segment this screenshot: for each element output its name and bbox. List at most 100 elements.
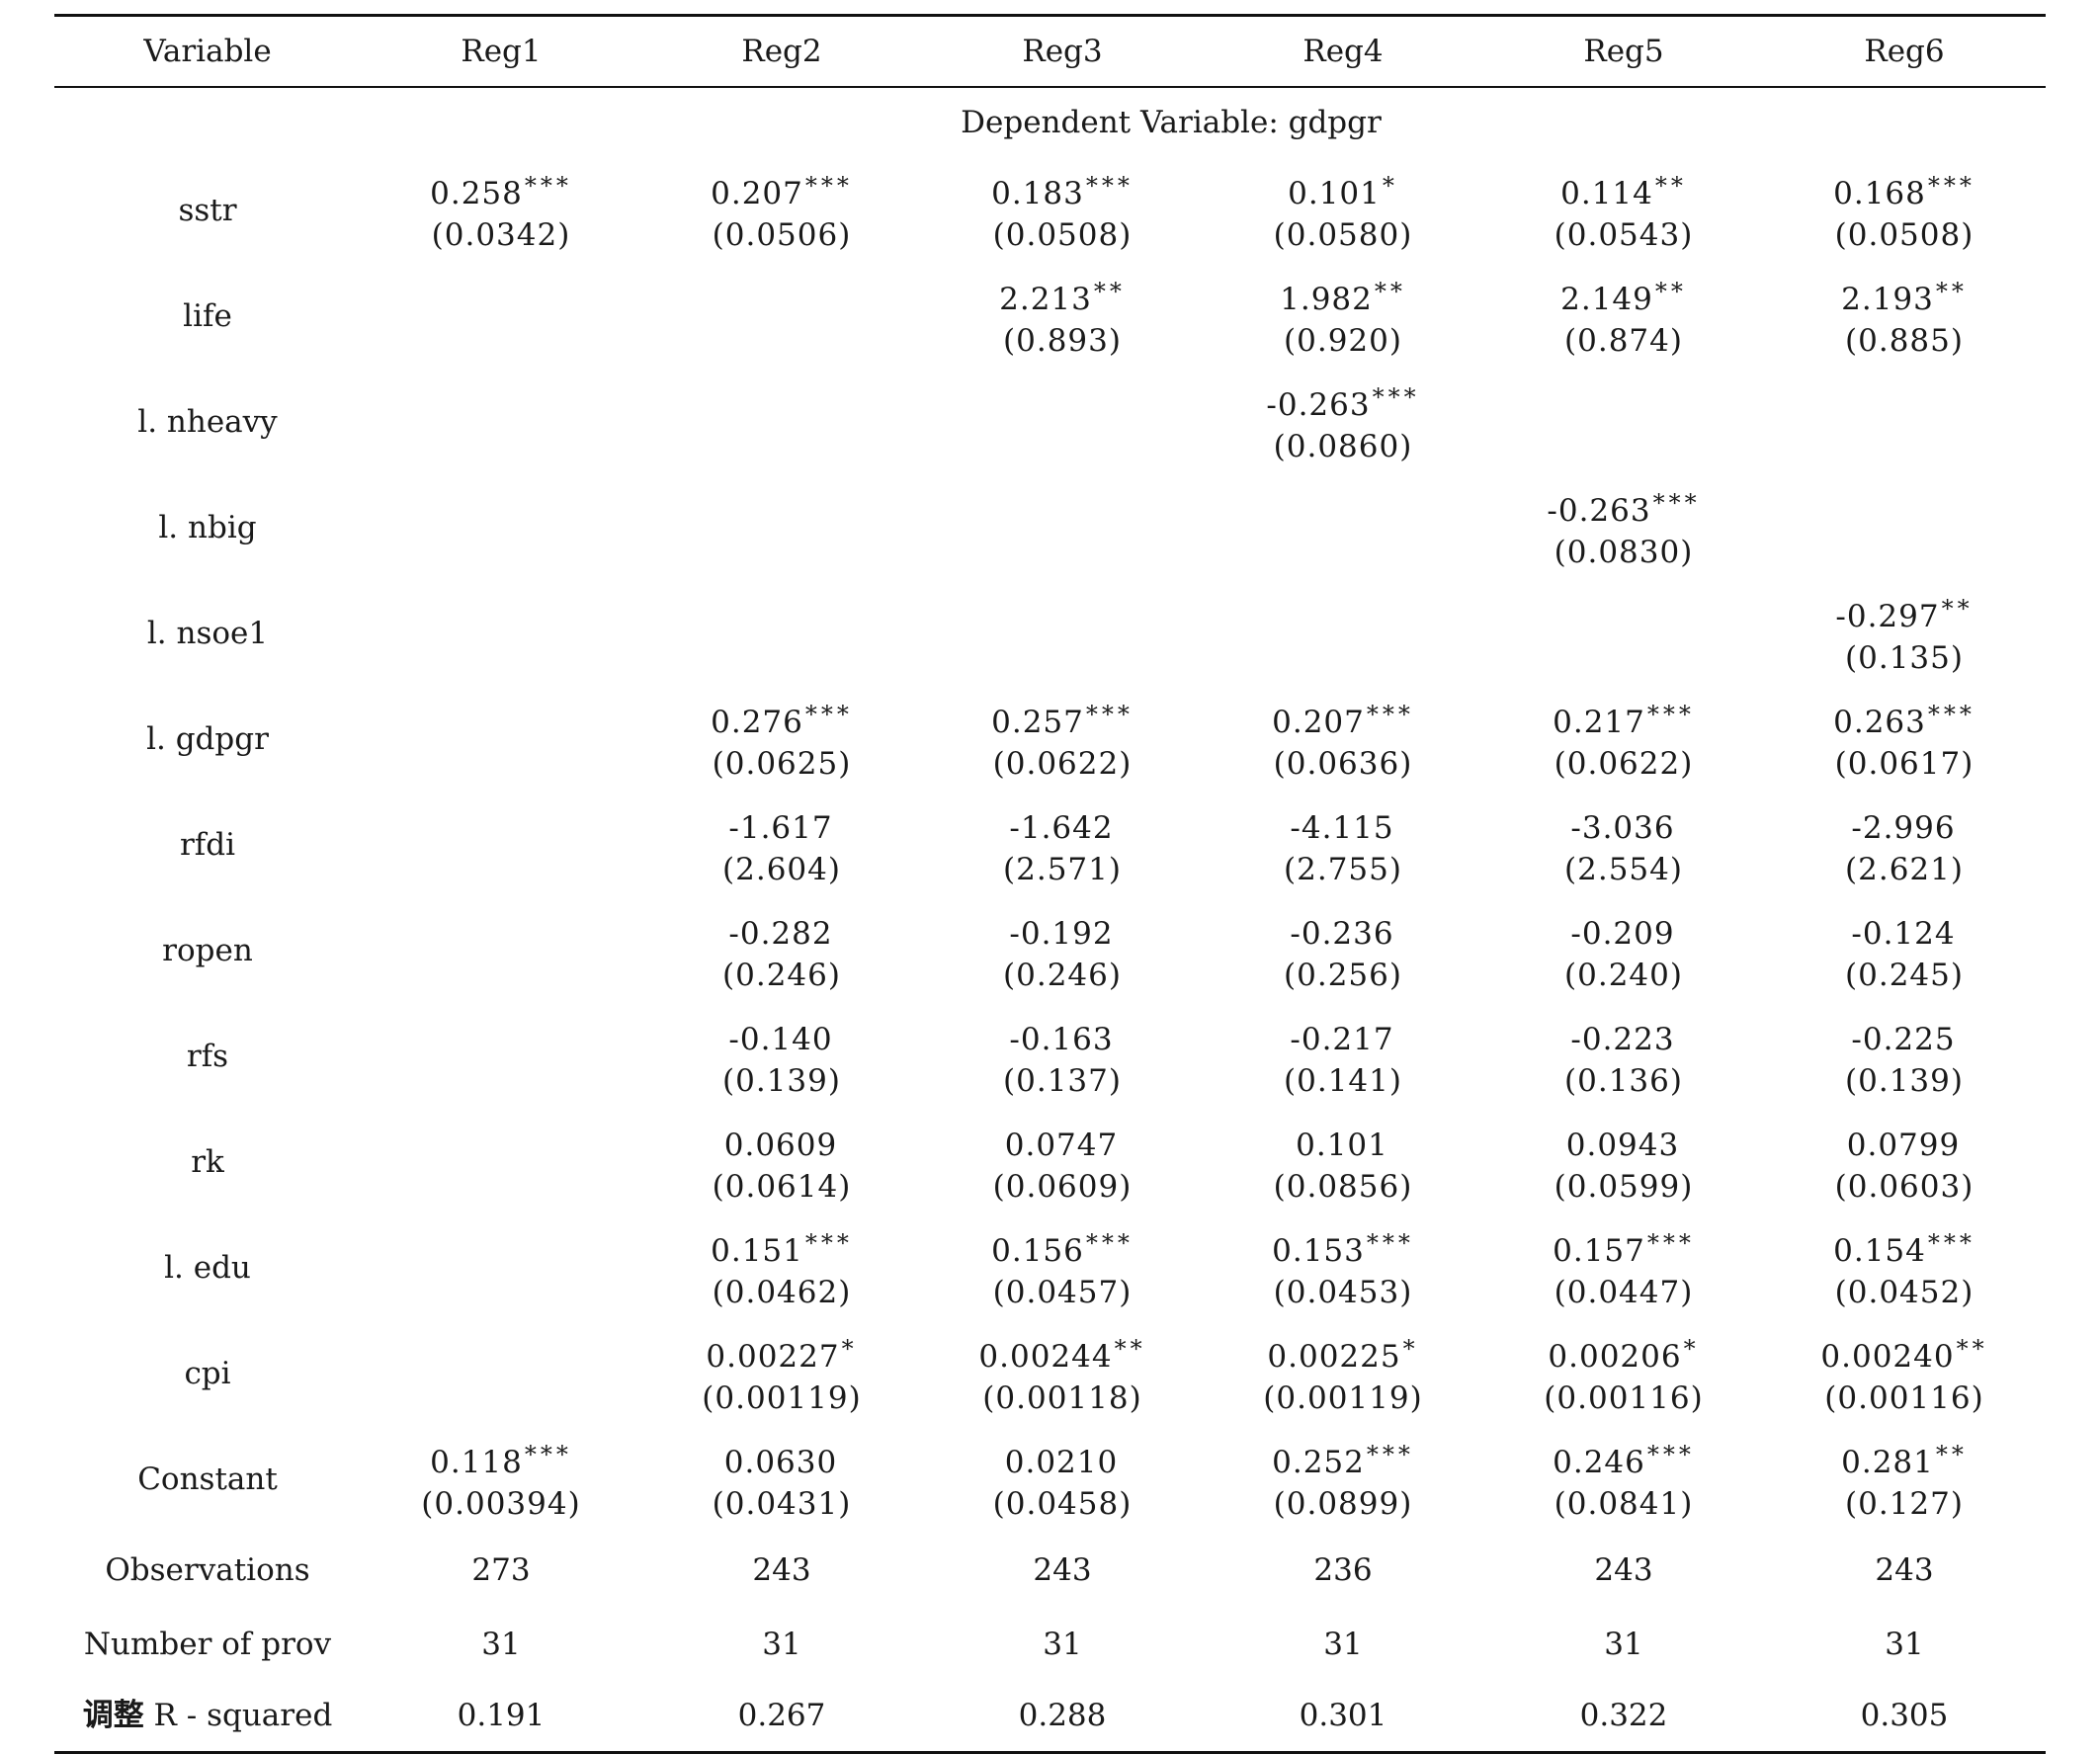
coefficient-value: -0.282 xyxy=(728,915,833,952)
stat-value: 0.322 xyxy=(1579,1698,1668,1733)
standard-error: (0.0609) xyxy=(992,1168,1133,1205)
coefficient-value: -0.209 xyxy=(1570,915,1675,952)
coefficient: 0.114** xyxy=(1483,165,1764,214)
coefficient xyxy=(641,397,922,447)
table-cell: -0.217 (0.141) xyxy=(1203,1011,1483,1102)
significance-stars: *** xyxy=(1646,700,1695,728)
coefficient xyxy=(361,609,641,658)
coefficient-value: 0.0943 xyxy=(1565,1127,1680,1163)
standard-error: (0.893) xyxy=(1003,322,1122,359)
stat-value: 31 xyxy=(1885,1627,1924,1662)
coefficient-value: -1.642 xyxy=(1009,809,1114,846)
row-label: rfs xyxy=(186,1038,229,1074)
table-cell: -2.996 (2.621) xyxy=(1764,799,2045,890)
table-cell: 0.281** (0.127) xyxy=(1764,1434,2045,1525)
row-label: life xyxy=(183,297,232,334)
row-label: cpi xyxy=(184,1355,231,1391)
table-cell: 0.00244** (0.00118) xyxy=(922,1328,1203,1419)
coefficient xyxy=(922,503,1203,552)
significance-stars: *** xyxy=(1366,700,1414,728)
standard-error: (0.0599) xyxy=(1554,1168,1694,1205)
table-cell: 0.217*** (0.0622) xyxy=(1483,694,1764,785)
coefficient: 0.0799 xyxy=(1764,1117,2045,1166)
coefficient: -1.617 xyxy=(641,799,922,849)
regression-table: Variable Reg1 Reg2 Reg3 Reg4 Reg5 Reg6 D… xyxy=(54,14,2046,1754)
standard-error: (0.136) xyxy=(1564,1062,1683,1099)
table-row-l-nsoe1: l. nsoe1 -0.297** (0.135) xyxy=(54,580,2046,686)
standard-error: (0.240) xyxy=(1564,957,1683,993)
table-cell: 0.0630 (0.0431) xyxy=(641,1434,922,1525)
table-cell xyxy=(1483,397,1764,447)
coefficient xyxy=(361,292,641,341)
table-cell: 0.207*** (0.0506) xyxy=(641,165,922,256)
table-cell: -0.192 (0.246) xyxy=(922,905,1203,996)
stat-label: Number of prov xyxy=(54,1624,361,1665)
coefficient: -0.223 xyxy=(1483,1011,1764,1060)
table-cell: -0.163 (0.137) xyxy=(922,1011,1203,1102)
coefficient-value: -0.263 xyxy=(1266,386,1371,423)
coefficient-value: 0.0747 xyxy=(1004,1127,1119,1163)
coefficient-value: 0.217 xyxy=(1553,704,1645,740)
standard-error: (0.0508) xyxy=(1834,216,1974,253)
coefficient: -0.140 xyxy=(641,1011,922,1060)
significance-stars: *** xyxy=(524,1440,572,1468)
coefficient-value: -0.297 xyxy=(1835,598,1940,634)
table-cell: -0.124 (0.245) xyxy=(1764,905,2045,996)
table-row-ropen: ropen -0.282 (0.246) -0.192 (0.246) -0.236 (0.… xyxy=(54,897,2046,1003)
significance-stars: *** xyxy=(1372,382,1420,411)
table-row-cpi: cpi 0.00227* (0.00119) 0.00244** (0.00118) 0.… xyxy=(54,1320,2046,1426)
coefficient: 0.281** xyxy=(1764,1434,2045,1483)
table-cell: 2.149** (0.874) xyxy=(1483,271,1764,362)
standard-error: (0.135) xyxy=(1845,639,1964,676)
standard-error: (0.137) xyxy=(1003,1062,1122,1099)
stat-value: 0.267 xyxy=(737,1698,826,1733)
standard-error: (0.0899) xyxy=(1273,1485,1413,1522)
coefficient-value: 0.00240 xyxy=(1820,1338,1955,1375)
standard-error: (0.0447) xyxy=(1554,1274,1694,1310)
table-row-sstr: sstr 0.258*** (0.0342) 0.207*** (0.0506) 0.18… xyxy=(54,157,2046,263)
stat-value: 31 xyxy=(481,1627,521,1662)
stat-value: 243 xyxy=(752,1552,811,1588)
coefficient: 0.118*** xyxy=(361,1434,641,1483)
coefficient: 0.00206* xyxy=(1483,1328,1764,1378)
table-cell xyxy=(641,292,922,341)
coefficient xyxy=(1764,397,2045,447)
coefficient-value: 0.276 xyxy=(711,704,803,740)
coefficient-value: -0.140 xyxy=(728,1021,833,1057)
standard-error: (2.571) xyxy=(1003,851,1122,887)
coefficient: -0.282 xyxy=(641,905,922,955)
significance-stars: *** xyxy=(1366,1440,1414,1468)
table-cell xyxy=(1483,609,1764,658)
coefficient: -0.209 xyxy=(1483,905,1764,955)
table-cell xyxy=(361,1349,641,1398)
significance-stars: *** xyxy=(1085,700,1134,728)
table-cell xyxy=(361,292,641,341)
table-cell xyxy=(1764,397,2045,447)
coefficient xyxy=(361,1137,641,1187)
top-rule xyxy=(54,14,2046,17)
significance-stars: ** xyxy=(1935,277,1968,305)
significance-stars: * xyxy=(841,1334,858,1363)
coefficient: -0.297** xyxy=(1764,588,2045,637)
standard-error: (0.0342) xyxy=(431,216,571,253)
coefficient: -0.263*** xyxy=(1203,376,1483,426)
standard-error: (2.755) xyxy=(1284,851,1402,887)
coefficient: -0.192 xyxy=(922,905,1203,955)
coefficient: 0.00240** xyxy=(1764,1328,2045,1378)
coefficient-value: 0.207 xyxy=(711,175,803,211)
coefficient-value: 0.154 xyxy=(1833,1232,1926,1269)
table-row-rk: rk 0.0609 (0.0614) 0.0747 (0.0609) 0.101 (0.08… xyxy=(54,1109,2046,1214)
table-row-rfdi: rfdi -1.617 (2.604) -1.642 (2.571) -4.115 (2.7… xyxy=(54,792,2046,897)
standard-error: (0.00119) xyxy=(702,1379,862,1416)
table-cell: 0.156*** (0.0457) xyxy=(922,1222,1203,1313)
stat-value: 0.191 xyxy=(457,1698,546,1733)
table-cell: 0.0799 (0.0603) xyxy=(1764,1117,2045,1208)
coefficient xyxy=(361,503,641,552)
row-label: l. gdpgr xyxy=(146,720,269,757)
standard-error: (0.0431) xyxy=(712,1485,852,1522)
coefficient-value: -0.124 xyxy=(1851,915,1956,952)
significance-stars: ** xyxy=(1374,277,1406,305)
significance-stars: *** xyxy=(1927,700,1975,728)
coefficient xyxy=(1483,397,1764,447)
stat-label: 调整 R - squared xyxy=(54,1695,361,1736)
